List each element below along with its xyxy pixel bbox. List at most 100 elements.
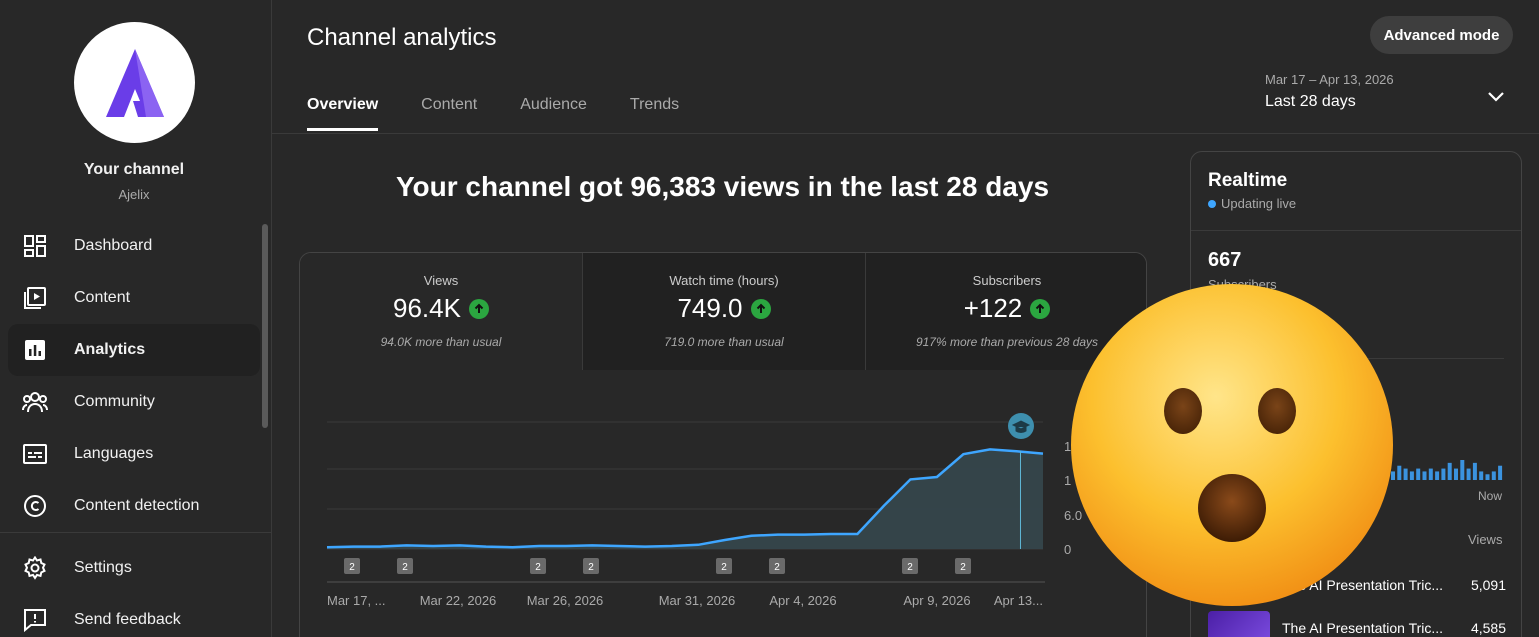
analytics-tabs: Overview Content Audience Trends: [307, 96, 679, 131]
advanced-mode-button[interactable]: Advanced mode: [1370, 16, 1513, 54]
feedback-icon: [20, 605, 50, 635]
metric-watch-time[interactable]: Watch time (hours) 749.0 719.0 more than…: [583, 253, 865, 370]
realtime-bar: [1397, 465, 1402, 480]
overview-card: Views 96.4K 94.0K more than usual Watch …: [299, 252, 1147, 637]
community-icon: [20, 387, 50, 417]
realtime-bar: [1491, 471, 1496, 480]
sidebar-item-community[interactable]: Community: [8, 376, 260, 428]
chevron-down-icon[interactable]: [1484, 84, 1508, 108]
video-title: The AI Presentation Tric...: [1282, 577, 1444, 593]
chart-series-line: [326, 448, 1044, 549]
video-publish-marker-label: 2: [774, 562, 780, 573]
channel-logo-icon: [105, 48, 164, 117]
metric-label: Subscribers: [972, 273, 1042, 288]
tab-overview[interactable]: Overview: [307, 96, 379, 131]
tab-content[interactable]: Content: [421, 96, 478, 113]
metric-note: 917% more than previous 28 days: [915, 335, 1099, 349]
content-icon: [20, 283, 50, 313]
sidebar-item-analytics[interactable]: Analytics: [8, 324, 260, 376]
realtime-bar: [1447, 462, 1452, 480]
video-publish-marker: [397, 558, 413, 574]
sidebar-item-label: Settings: [74, 559, 132, 576]
arrow-up-icon: [1030, 298, 1051, 319]
chart-y-tick-label: 0: [1064, 542, 1071, 557]
date-range-text: Mar 17 – Apr 13, 2026: [1265, 72, 1394, 87]
chart-y-tick-label: 6.0: [1064, 508, 1082, 523]
arrow-up-icon: [750, 298, 771, 319]
sidebar-item-content-detection[interactable]: Content detection: [8, 480, 260, 532]
sidebar: Your channel Ajelix Dashboard Content An…: [0, 0, 272, 637]
metric-label: Views: [423, 273, 459, 288]
sidebar-item-content[interactable]: Content: [8, 272, 260, 324]
tab-audience[interactable]: Audience: [520, 96, 587, 113]
sidebar-item-settings[interactable]: Settings: [8, 542, 260, 594]
metric-value: +122: [963, 293, 1023, 323]
chart-x-tick-label: Mar 17, ...: [327, 593, 386, 608]
video-publish-marker: [716, 558, 732, 574]
subtitles-icon: [20, 439, 50, 469]
sidebar-item-label: Languages: [74, 445, 154, 462]
video-views: 4,585: [1470, 620, 1506, 636]
tab-trends[interactable]: Trends: [629, 96, 680, 113]
channel-name: Your channel: [83, 161, 185, 178]
chart-x-tick-label: Mar 26, 2026: [527, 593, 604, 608]
chart-y-tick-label: 1: [1064, 473, 1071, 488]
realtime-status: Updating live: [1208, 196, 1296, 211]
sidebar-item-label: Community: [74, 393, 155, 410]
channel-handle: Ajelix: [118, 187, 150, 202]
sidebar-scrollbar[interactable]: [262, 224, 268, 428]
sidebar-item-send-feedback[interactable]: Send feedback: [8, 594, 260, 637]
realtime-bar: [1441, 468, 1446, 480]
video-publish-marker: [583, 558, 599, 574]
realtime-bar: [1466, 468, 1471, 480]
realtime-status-text: Updating live: [1221, 196, 1297, 211]
sidebar-item-label: Send feedback: [74, 611, 181, 628]
video-title: The AI Presentation Tric...: [1282, 620, 1444, 636]
channel-avatar[interactable]: [74, 22, 195, 143]
realtime-bar: [1403, 468, 1408, 480]
realtime-bar: [1498, 465, 1503, 480]
metric-views[interactable]: Views 96.4K 94.0K more than usual: [300, 253, 582, 370]
sidebar-item-label: Dashboard: [74, 237, 153, 254]
realtime-title: Realtime: [1208, 170, 1288, 191]
realtime-bar-chart[interactable]: [1391, 452, 1511, 482]
video-publish-marker-label: 2: [349, 562, 355, 573]
realtime-bar: [1391, 471, 1395, 480]
metric-note: 94.0K more than usual: [380, 335, 502, 349]
graduation-cap-icon: [1011, 420, 1031, 433]
realtime-bar: [1472, 462, 1477, 480]
realtime-bar: [1479, 471, 1484, 480]
video-publish-marker: [769, 558, 785, 574]
realtime-subscriber-count: 667: [1208, 249, 1242, 271]
sidebar-item-label: Content: [74, 289, 131, 306]
copyright-icon: [20, 491, 50, 521]
dashboard-icon: [20, 231, 50, 261]
surprised-face-emoji-icon: [1071, 284, 1393, 606]
video-publish-marker-label: 2: [588, 562, 594, 573]
realtime-bar: [1435, 471, 1440, 480]
arrow-up-icon: [468, 298, 489, 319]
metric-label: Watch time (hours): [669, 273, 779, 288]
video-publish-marker-label: 2: [535, 562, 541, 573]
video-publish-marker: [955, 558, 971, 574]
realtime-now-label: Now: [1478, 489, 1503, 503]
header-divider: [272, 133, 1539, 134]
metric-subscribers[interactable]: Subscribers +122 917% more than previous…: [866, 253, 1146, 370]
video-publish-marker: [344, 558, 360, 574]
realtime-bar: [1460, 460, 1465, 480]
live-dot-icon: [1208, 199, 1216, 208]
realtime-divider: [1191, 230, 1521, 231]
chart-x-tick-label: Apr 13...: [994, 593, 1043, 608]
analytics-icon: [20, 335, 50, 365]
realtime-video-row[interactable]: The AI Presentation Tric... 4,585: [1208, 611, 1508, 637]
video-publish-marker: [530, 558, 546, 574]
date-period-label[interactable]: Last 28 days: [1265, 93, 1356, 110]
chart-x-tick-label: Mar 22, 2026: [420, 593, 497, 608]
video-thumbnail: [1208, 611, 1270, 637]
metric-divider: [582, 253, 583, 370]
views-chart[interactable]: 2 2 2 2 2 2 2 2 Mar 17, ... Mar 22, 2026 Mar 26, 2…: [300, 253, 1147, 637]
chart-x-tick-label: Apr 4, 2026: [769, 593, 836, 608]
sidebar-item-languages[interactable]: Languages: [8, 428, 260, 480]
sidebar-item-dashboard[interactable]: Dashboard: [8, 220, 260, 272]
realtime-bar: [1428, 468, 1433, 480]
